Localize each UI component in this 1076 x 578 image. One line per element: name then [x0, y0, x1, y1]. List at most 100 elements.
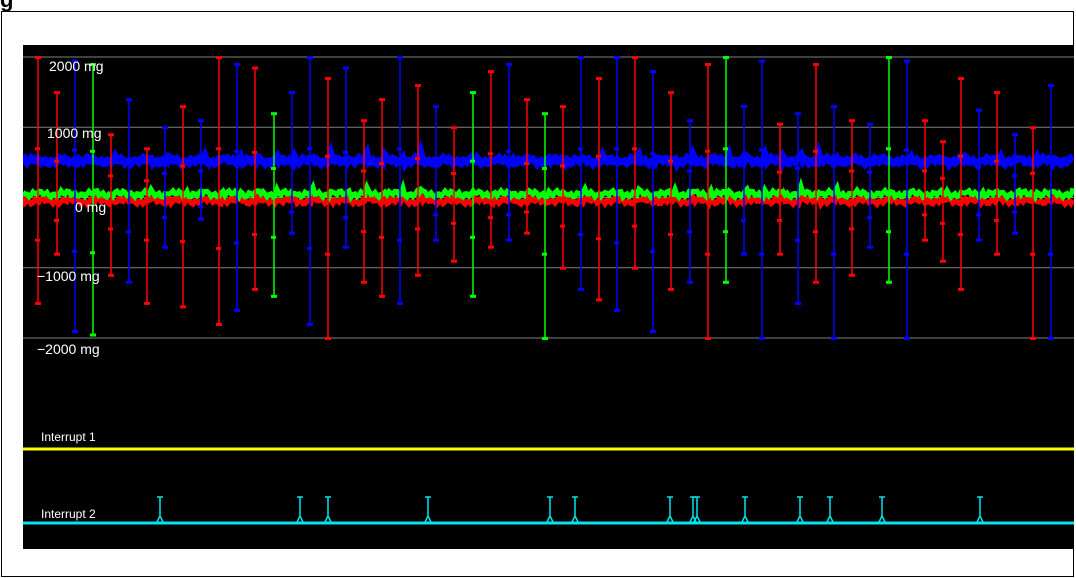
spike-cap-top	[234, 63, 240, 67]
spike-marker	[596, 154, 601, 158]
spike-cap-top	[867, 122, 873, 126]
spike-marker	[470, 235, 475, 239]
interrupt-2-pulse	[693, 496, 701, 523]
interrupt-2-pulse	[796, 496, 804, 523]
spike-cap-bottom	[361, 280, 367, 284]
spike-cap-top	[578, 56, 584, 59]
spike-cap-bottom	[488, 245, 494, 249]
spike-marker	[90, 149, 95, 153]
interrupt-2-pulse	[296, 496, 304, 523]
spike-cap-top	[252, 66, 258, 70]
spike-cap-top	[650, 70, 656, 74]
spike-marker	[144, 238, 149, 242]
spike-cap-bottom	[451, 259, 457, 263]
spike-marker	[922, 213, 927, 217]
spike-cap-bottom	[72, 329, 78, 333]
spike-cap-top	[72, 59, 78, 63]
spike-marker	[216, 247, 221, 251]
spike-cap-top	[1030, 126, 1036, 130]
spike-cap-top	[994, 91, 1000, 95]
spike-marker	[759, 148, 764, 152]
spike-marker	[108, 227, 113, 231]
spike-marker	[35, 147, 40, 151]
spike-cap-bottom	[904, 337, 910, 340]
spike-cap-top	[614, 56, 620, 59]
spike-marker	[54, 159, 59, 163]
spike-marker	[904, 252, 909, 256]
spike-cap-bottom	[958, 287, 964, 291]
spike-cap-bottom	[759, 337, 765, 340]
spike-cap-bottom	[578, 287, 584, 291]
channel-trace-y	[23, 177, 1074, 203]
spike-cap-bottom	[271, 294, 277, 298]
spike-marker	[813, 149, 818, 153]
interrupt-1-label: Interrupt 1	[41, 430, 96, 444]
spike-cap-top	[361, 119, 367, 123]
spike-cap-bottom	[632, 266, 638, 270]
spike-cap-top	[289, 91, 295, 95]
spike-cap-top	[198, 119, 204, 123]
spike-cap-top	[741, 105, 747, 109]
spike-marker	[831, 164, 836, 168]
spike-marker	[560, 224, 565, 228]
spike-marker	[650, 249, 655, 253]
spike-cap-top	[759, 59, 765, 63]
channel-traces	[23, 138, 1074, 210]
channel-trace-z	[23, 138, 1074, 173]
spike-marker	[252, 233, 257, 237]
spike-marker	[1012, 210, 1017, 214]
spike-marker	[343, 216, 348, 220]
spike-marker	[596, 237, 601, 241]
spike-cap-top	[632, 56, 638, 59]
spike-marker	[922, 169, 927, 173]
spike-cap-top	[958, 77, 964, 81]
y-tick-label-neg1000: −1000 mg	[37, 268, 100, 284]
spike-cap-bottom	[506, 238, 512, 242]
y-axis-labels: 2000 mg 1000 mg 0 mg −1000 mg −2000 mg	[37, 58, 106, 357]
spike-marker	[433, 164, 438, 168]
spike-marker	[271, 235, 276, 239]
spike-cap-bottom	[831, 337, 837, 340]
spike-cap-bottom	[144, 301, 150, 305]
spike-cap-top	[976, 108, 982, 112]
spike-marker	[560, 164, 565, 168]
spike-cap-bottom	[596, 298, 602, 302]
spike-cap-bottom	[542, 337, 548, 340]
spike-marker	[759, 252, 764, 256]
spike-cap-bottom	[886, 280, 892, 284]
spike-marker	[144, 179, 149, 183]
spike-cap-bottom	[54, 252, 60, 256]
spike-cap-bottom	[867, 245, 873, 249]
spike-marker	[506, 213, 511, 217]
spike-marker	[542, 166, 547, 170]
interrupt-2-pulse	[324, 496, 332, 523]
spike-cap-top	[922, 119, 928, 123]
spike-cap-bottom	[470, 294, 476, 298]
spike-marker	[976, 213, 981, 217]
spike-marker	[379, 235, 384, 239]
spike-cap-top	[433, 105, 439, 109]
spike-cap-bottom	[849, 273, 855, 277]
spike-cap-bottom	[35, 301, 41, 305]
spike-cap-bottom	[433, 238, 439, 242]
spike-cap-top	[777, 122, 783, 126]
spike-cap-top	[126, 98, 132, 102]
spike-marker	[325, 252, 330, 256]
spike-marker	[614, 241, 619, 245]
spike-marker	[488, 216, 493, 220]
spike-cap-top	[849, 119, 855, 123]
interrupt-2-pulse	[666, 496, 674, 523]
spike-cap-top	[886, 56, 892, 59]
spike-marker	[451, 171, 456, 175]
spike-cap-bottom	[668, 287, 674, 291]
spike-marker	[795, 238, 800, 242]
spike-cap-bottom	[252, 287, 258, 291]
spike-cap-top	[162, 126, 168, 130]
spike-marker	[289, 159, 294, 163]
spike-cap-bottom	[325, 337, 331, 340]
spike-cap-bottom	[1012, 231, 1018, 235]
oscilloscope-plot: 2000 mg 1000 mg 0 mg −1000 mg −2000 mg I…	[23, 56, 1074, 525]
spike-marker	[1048, 157, 1053, 161]
spike-marker	[397, 147, 402, 151]
spike-marker	[849, 169, 854, 173]
